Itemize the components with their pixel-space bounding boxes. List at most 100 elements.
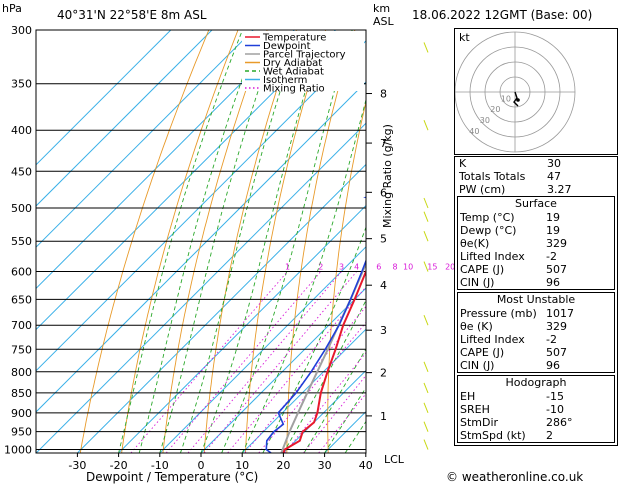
pw-value: 3.27 <box>547 183 572 196</box>
legend-item: Dewpoint <box>263 41 311 52</box>
lcl-label: LCL <box>384 453 404 466</box>
mixing-ratio-line <box>303 374 366 453</box>
pressure-tick-label: 900 <box>11 407 32 420</box>
storm-motion-marker <box>516 98 520 102</box>
k-index-value: 30 <box>547 157 561 170</box>
surface-thetae-value: 329 <box>546 237 567 250</box>
legend-item: Isotherm <box>263 75 307 86</box>
x-tick-label: 30 <box>318 459 332 472</box>
hodograph-ring-label: 40 <box>469 127 479 136</box>
km-label: km <box>373 2 391 15</box>
mixing-ratio-label: 3 <box>339 263 344 272</box>
km-tick-label: 4 <box>380 279 387 292</box>
totals-totals-value: 47 <box>547 170 561 183</box>
pressure-tick-label: 650 <box>11 293 32 306</box>
mu-pressure-label: Pressure (mb) <box>460 307 537 320</box>
surface-cin-row: CIN (J) 96 <box>458 276 614 289</box>
wind-barb <box>423 315 429 326</box>
datetime-label: 18.06.2022 12GMT (Base: 00) <box>412 8 593 22</box>
wind-barb <box>423 197 429 209</box>
mixing-ratio-line <box>318 392 366 453</box>
surface-cape-row: CAPE (J) 507 <box>458 263 614 276</box>
hodograph-ring-label: 30 <box>480 116 490 125</box>
wet-adiabat-line <box>159 30 280 453</box>
x-tick-label: 0 <box>198 459 205 472</box>
km-tick-label: 7 <box>380 137 387 150</box>
wind-barb <box>423 439 429 450</box>
wind-barb <box>423 42 429 53</box>
stmspd-label: StmSpd (kt) <box>460 429 526 442</box>
x-tick-label: 40 <box>359 459 373 472</box>
km-tick-label: 6 <box>380 186 387 199</box>
stmspd-row: StmSpd (kt) 2 <box>458 429 614 442</box>
wind-barb <box>423 421 429 432</box>
wind-barb <box>423 211 429 222</box>
surface-section: Surface Temp (°C) 19 Dewp (°C) 19 θe(K) 329… <box>457 196 615 290</box>
stmdir-row: StmDir 286° <box>458 416 614 429</box>
pressure-tick-label: 850 <box>11 387 32 400</box>
eh-row: EH -15 <box>458 390 614 403</box>
hodograph-trace <box>513 91 519 107</box>
surface-temp-label: Temp (°C) <box>460 211 515 224</box>
dry-adiabat-line <box>327 99 366 453</box>
totals-totals-label: Totals Totals <box>459 170 526 183</box>
pressure-tick-label: 1000 <box>4 444 32 457</box>
mixing-ratio-label: 6 <box>376 263 381 272</box>
legend-item: Wet Adiabat <box>263 67 324 78</box>
mu-thetae-value: 329 <box>546 320 567 333</box>
isotherm-line <box>159 246 366 453</box>
isotherm-line <box>36 30 213 207</box>
wet-adiabat-line <box>138 30 261 453</box>
mixing-ratio-line <box>130 271 288 453</box>
mixing-ratio-line <box>187 271 342 453</box>
surface-title: Surface <box>515 197 557 210</box>
mu-thetae-row: θe (K) 329 <box>458 320 614 333</box>
hodograph-kt-label: kt <box>459 31 470 44</box>
sreh-label: SREH <box>460 403 490 416</box>
hodograph-panel: 10 20 30 40 kt <box>454 28 618 155</box>
isotherm-line <box>283 369 366 453</box>
km-tick-label: 5 <box>380 233 387 246</box>
stmspd-value: 2 <box>546 429 553 442</box>
mixing-ratio-label: 8 <box>393 263 398 272</box>
wet-adiabat-line <box>283 299 366 453</box>
series-dewpoint <box>265 196 366 453</box>
x-tick-label: -20 <box>110 459 128 472</box>
mu-cape-value: 507 <box>546 346 567 359</box>
surface-temp-value: 19 <box>546 211 560 224</box>
wet-adiabat-line <box>221 30 353 453</box>
legend-item: Dry Adiabat <box>263 58 322 69</box>
pressure-tick-label: 700 <box>11 319 32 332</box>
pressure-tick-label: 600 <box>11 266 32 279</box>
mu-cape-row: CAPE (J) 507 <box>458 346 614 359</box>
eh-value: -15 <box>546 390 564 403</box>
dry-adiabat-line <box>367 30 413 453</box>
location-label: 40°31'N 22°58'E 8m ASL <box>57 8 207 22</box>
mixing-ratio-label: 2 <box>318 263 323 272</box>
km-tick-label: 8 <box>380 88 387 101</box>
pressure-tick-label: 350 <box>11 78 32 91</box>
surface-cape-value: 507 <box>546 263 567 276</box>
mixing-ratio-line <box>165 271 322 453</box>
mu-pressure-value: 1017 <box>546 307 574 320</box>
x-tick-label: 20 <box>276 459 290 472</box>
wet-adiabat-line <box>179 30 301 453</box>
stmdir-value: 286° <box>546 416 573 429</box>
eh-label: EH <box>460 390 476 403</box>
hodograph-section: Hodograph EH -15 SREH -10 StmDir 286° StmSp… <box>457 375 615 443</box>
x-tick-label: -10 <box>151 459 169 472</box>
mu-li-value: -2 <box>546 333 557 346</box>
legend-item: Temperature <box>262 33 326 44</box>
mu-thetae-label: θe (K) <box>460 320 493 333</box>
mixing-ratio-label: 4 <box>354 263 359 272</box>
wind-barb <box>423 402 429 414</box>
mu-cin-label: CIN (J) <box>460 359 495 372</box>
legend-item: Parcel Trajectory <box>263 50 346 61</box>
hodograph-title: Hodograph <box>505 376 567 389</box>
indices-table: K 30 Totals Totals 47 PW (cm) 3.27 Surface … <box>454 156 618 446</box>
pressure-tick-label: 400 <box>11 124 32 137</box>
pressure-tick-label: 950 <box>11 426 32 439</box>
surface-li-label: Lifted Index <box>460 250 525 263</box>
wind-barb <box>423 361 429 372</box>
